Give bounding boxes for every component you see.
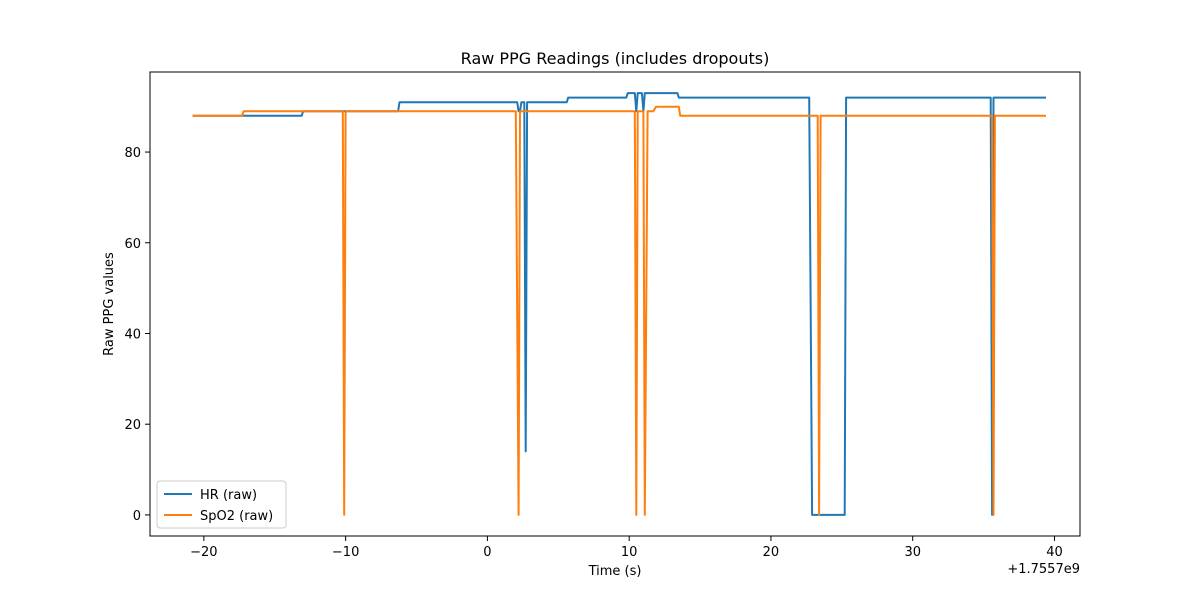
x-tick-label: 30 <box>904 545 921 560</box>
x-axis: −20 −10 0 10 20 30 40 <box>190 536 1063 560</box>
y-axis: 0 20 40 60 80 <box>124 146 150 524</box>
x-offset-label: +1.7557e9 <box>1007 562 1080 577</box>
y-tick-label: 40 <box>124 327 141 342</box>
x-tick-label: 20 <box>763 545 780 560</box>
legend-label-spo2: SpO2 (raw) <box>200 509 273 524</box>
y-tick-label: 20 <box>124 418 141 433</box>
y-tick-label: 60 <box>124 237 141 252</box>
x-axis-label: Time (s) <box>588 564 642 579</box>
y-tick-label: 80 <box>124 146 141 161</box>
legend: HR (raw) SpO2 (raw) <box>156 480 287 529</box>
x-tick-label: 10 <box>621 545 638 560</box>
series-line-spo2 <box>192 105 1046 516</box>
x-tick-label: −10 <box>332 545 359 560</box>
x-tick-label: 0 <box>483 545 491 560</box>
y-tick-label: 0 <box>133 509 141 524</box>
legend-label-hr: HR (raw) <box>200 488 257 503</box>
plot-frame <box>149 71 1081 537</box>
chart-title: Raw PPG Readings (includes dropouts) <box>461 49 770 68</box>
x-tick-label: 40 <box>1046 545 1063 560</box>
plot-lines <box>192 92 1046 516</box>
y-axis-label: Raw PPG values <box>102 252 117 356</box>
legend-box <box>156 480 287 529</box>
series-line-hr <box>192 92 1046 516</box>
x-tick-label: −20 <box>190 545 217 560</box>
